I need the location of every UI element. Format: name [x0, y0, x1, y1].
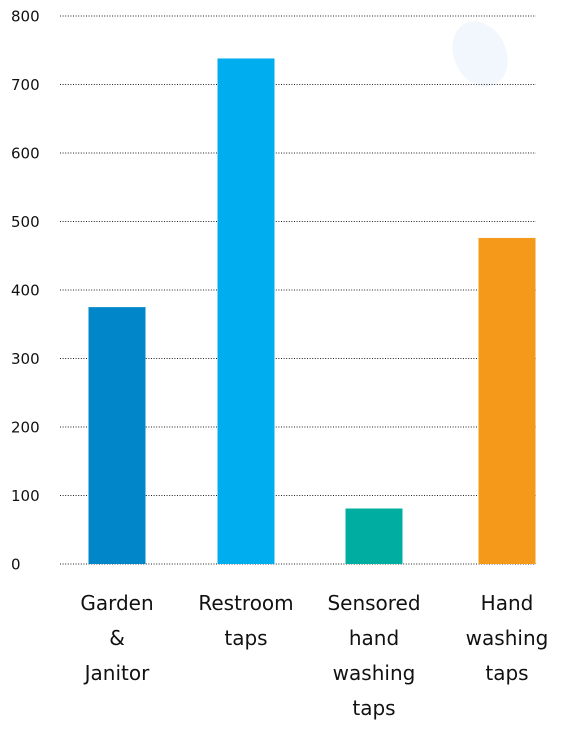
- y-tick-label: 300: [11, 350, 40, 368]
- y-tick-label: 200: [11, 419, 40, 437]
- category-label-line: taps: [224, 626, 267, 650]
- y-tick-label: 800: [11, 8, 40, 26]
- y-tick-label: 0: [11, 556, 21, 574]
- category-label: Restroom taps: [198, 591, 293, 650]
- bar: [478, 237, 536, 564]
- category-label-line: washing: [466, 626, 549, 650]
- category-label-line: Restroom: [198, 591, 293, 615]
- y-tick-label: 600: [11, 145, 40, 163]
- category-label-line: Garden: [80, 591, 153, 615]
- category-label-line: washing: [333, 661, 416, 685]
- bar: [88, 307, 146, 564]
- category-label-line: &: [109, 626, 125, 650]
- y-tick-label: 400: [11, 282, 40, 300]
- category-label-line: taps: [352, 696, 395, 720]
- bars: [88, 58, 536, 564]
- category-label: Garden & Janitor: [80, 591, 153, 685]
- decorative-leaf-shape: [452, 21, 508, 87]
- y-tick-label: 500: [11, 213, 40, 231]
- y-tick-label: 100: [11, 487, 40, 505]
- x-axis-category-labels: Garden & Janitor Restroom taps Sensored hand wa…: [80, 591, 548, 720]
- y-axis-tick-labels: 0 100 200 300 400 500 600 700 800: [11, 8, 40, 574]
- category-label-line: Janitor: [83, 661, 150, 685]
- category-label: Sensored hand washing taps: [327, 591, 420, 720]
- category-label: Hand washing taps: [466, 591, 549, 685]
- category-label-line: Hand: [481, 591, 534, 615]
- category-label-line: taps: [485, 661, 528, 685]
- y-tick-label: 700: [11, 76, 40, 94]
- category-label-line: hand: [349, 626, 399, 650]
- category-label-line: Sensored: [327, 591, 420, 615]
- bar: [217, 58, 275, 564]
- bar: [345, 508, 403, 564]
